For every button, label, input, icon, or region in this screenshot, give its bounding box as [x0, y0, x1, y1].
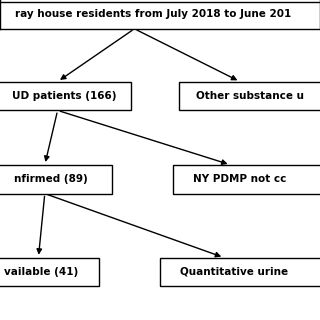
Bar — [179, 82, 320, 110]
Bar — [173, 165, 320, 194]
Text: NY PDMP not cc: NY PDMP not cc — [193, 174, 287, 184]
Text: Quantitative urine: Quantitative urine — [180, 267, 288, 277]
Text: ray house residents from July 2018 to June 201: ray house residents from July 2018 to Ju… — [15, 9, 292, 20]
Bar — [0, 258, 99, 286]
Bar — [0, 165, 112, 194]
Bar — [0, 82, 131, 110]
Bar — [160, 258, 320, 286]
Text: UD patients (166): UD patients (166) — [12, 91, 116, 101]
Text: vailable (41): vailable (41) — [4, 267, 79, 277]
Text: Other substance u: Other substance u — [196, 91, 304, 101]
Text: nfirmed (89): nfirmed (89) — [14, 174, 88, 184]
